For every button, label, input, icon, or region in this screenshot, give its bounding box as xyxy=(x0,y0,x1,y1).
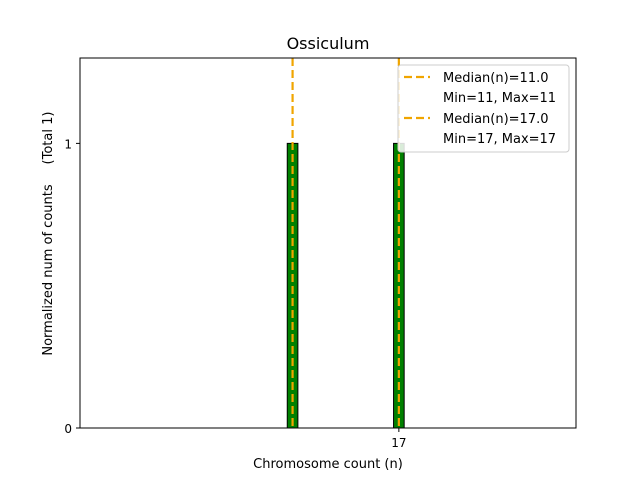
y-tick-label: 1 xyxy=(64,137,72,151)
plot-frame xyxy=(79,57,577,429)
legend-median-label: Median(n)=17.0 xyxy=(443,112,549,127)
y-tick-label: 0 xyxy=(64,422,72,436)
chart-title: Ossiculum xyxy=(287,34,370,53)
y-axis-total-note: (Total 1) xyxy=(41,112,56,165)
x-axis-label: Chromosome count (n) xyxy=(253,457,403,472)
legend: Median(n)=11.0 Min=11, Max=11 Median(n)=17… xyxy=(397,64,570,153)
legend-frame xyxy=(397,64,570,153)
legend-range-label: Min=17, Max=17 xyxy=(443,132,556,147)
legend-median-label: Median(n)=11.0 xyxy=(443,71,549,86)
legend-range-label: Min=11, Max=11 xyxy=(443,91,556,106)
plot-marks xyxy=(80,58,405,429)
x-tick-label: 17 xyxy=(391,436,406,450)
y-axis-label: Normalized num of counts xyxy=(41,184,56,355)
